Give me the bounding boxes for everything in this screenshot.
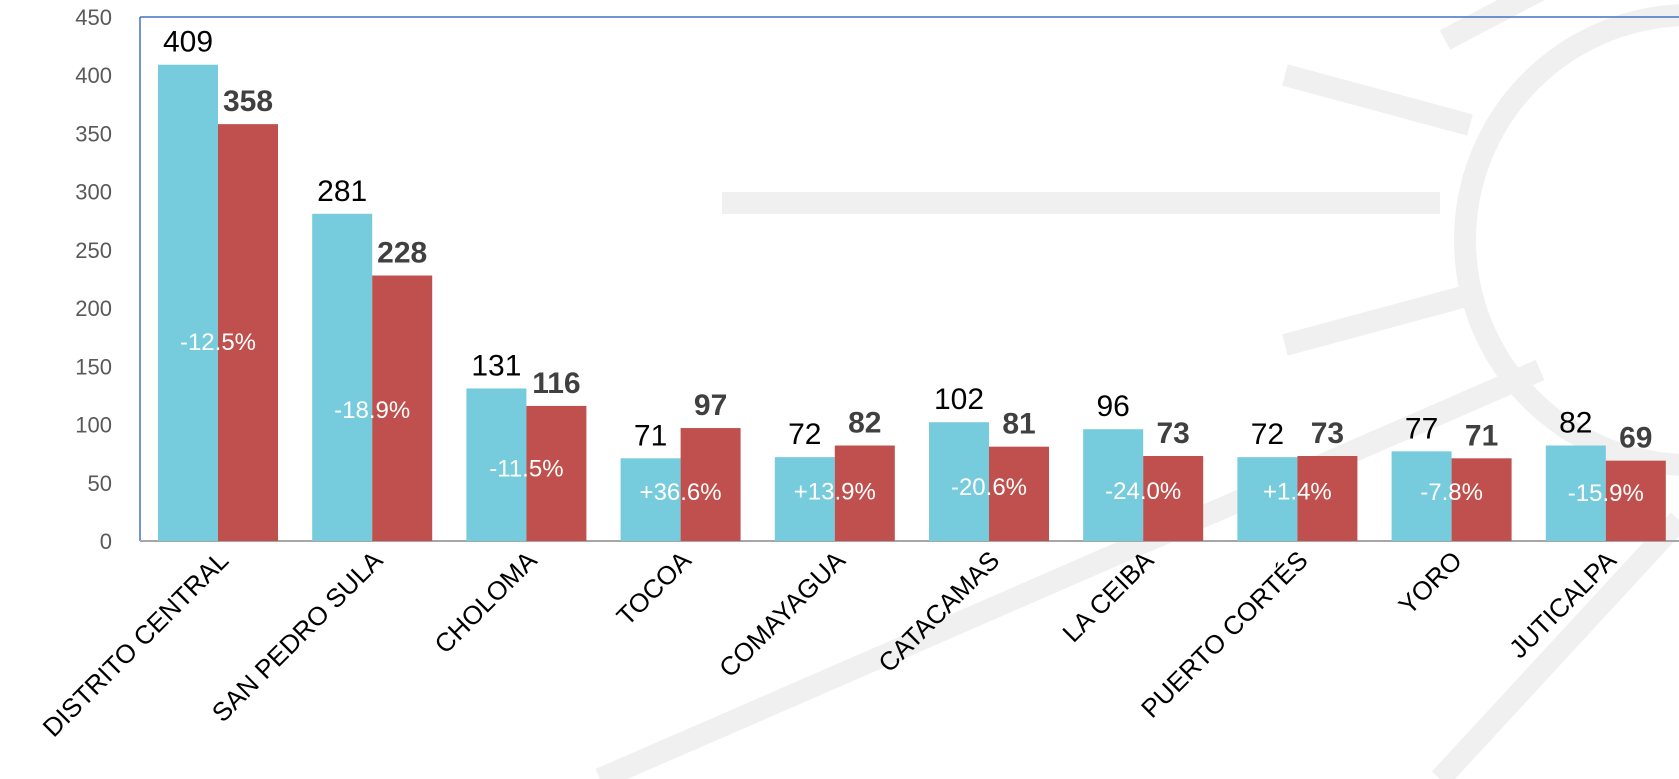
data-label-series-2: 116 [532,367,580,400]
bar-series-1 [929,422,989,541]
change-label: -20.6% [951,474,1027,501]
bar-series-2 [680,428,741,541]
y-tick-label: 0 [100,529,112,554]
y-tick-label: 300 [75,180,112,205]
bar-series-1 [774,457,835,541]
bar-series-1 [1083,429,1144,541]
bar-series-1 [1237,457,1298,541]
data-label-series-1: 72 [788,418,821,451]
change-label: -15.9% [1568,480,1644,507]
data-label-series-2: 82 [848,407,881,440]
bar-series-2 [834,445,895,541]
bar-series-2 [1297,455,1358,541]
category-label: PUERTO CORTÉS [1135,545,1314,724]
bar-series-2 [372,275,433,541]
y-tick-label: 250 [75,238,112,263]
change-label: -12.5% [180,329,256,356]
data-label-series-1: 102 [934,383,984,416]
data-label-series-2: 71 [1465,419,1498,452]
bar-series-1 [158,64,218,542]
bar-series-1 [312,213,373,541]
bar-series-2 [218,124,278,541]
bar-series-1 [1391,451,1452,541]
y-tick-label: 450 [75,5,112,30]
data-label-series-1: 96 [1097,390,1130,423]
bars [158,64,1666,542]
data-label-series-2: 73 [1157,417,1190,450]
y-tick-label: 400 [75,63,112,88]
data-label-series-1: 71 [634,419,667,452]
bar-series-1 [466,388,527,541]
bar-series-2 [1605,460,1666,541]
data-label-series-2: 97 [694,389,727,422]
change-label: -7.8% [1420,479,1483,506]
bar-series-1 [620,458,681,541]
bar-series-2 [526,405,587,541]
category-label: CHOLOMA [428,545,543,660]
data-label-series-2: 73 [1311,417,1344,450]
category-label: TOCOA [611,545,698,632]
bar-series-2 [1451,458,1512,541]
change-label: +36.6% [640,479,722,506]
category-label: SAN PEDRO SULA [206,545,389,728]
bar-series-1 [1545,445,1606,541]
y-tick-label: 100 [75,413,112,438]
change-label: -18.9% [334,397,410,424]
data-label-series-1: 131 [471,349,521,382]
bar-series-2 [989,446,1049,541]
data-label-series-2: 228 [377,237,427,270]
data-labels: 409 358 -12.5% 281 228 -18.9% 131 116 -11.5% 71 97… [163,26,1653,507]
category-label: YORO [1392,545,1467,620]
data-label-series-2: 69 [1619,422,1652,455]
change-label: +13.9% [794,479,876,506]
y-tick-label: 200 [75,296,112,321]
data-label-series-2: 81 [1002,408,1035,441]
data-label-series-1: 82 [1559,407,1592,440]
y-axis-ticks: 0 50 100 150 200 250 300 350 400 450 [75,5,112,554]
y-tick-label: 50 [88,471,112,496]
change-label: -24.0% [1105,478,1181,505]
data-label-series-1: 72 [1251,418,1284,451]
data-label-series-1: 409 [163,26,213,59]
y-tick-label: 150 [75,354,112,379]
y-tick-label: 350 [75,121,112,146]
change-label: +1.4% [1263,479,1332,506]
sun-watermark [595,0,1679,779]
data-label-series-1: 77 [1405,412,1438,445]
category-label: COMAYAGUA [713,545,851,683]
data-label-series-1: 281 [317,175,367,208]
category-label: DISTRITO CENTRAL [37,545,235,743]
change-label: -11.5% [489,456,563,483]
data-label-series-2: 358 [223,85,273,118]
bar-series-2 [1143,455,1204,541]
